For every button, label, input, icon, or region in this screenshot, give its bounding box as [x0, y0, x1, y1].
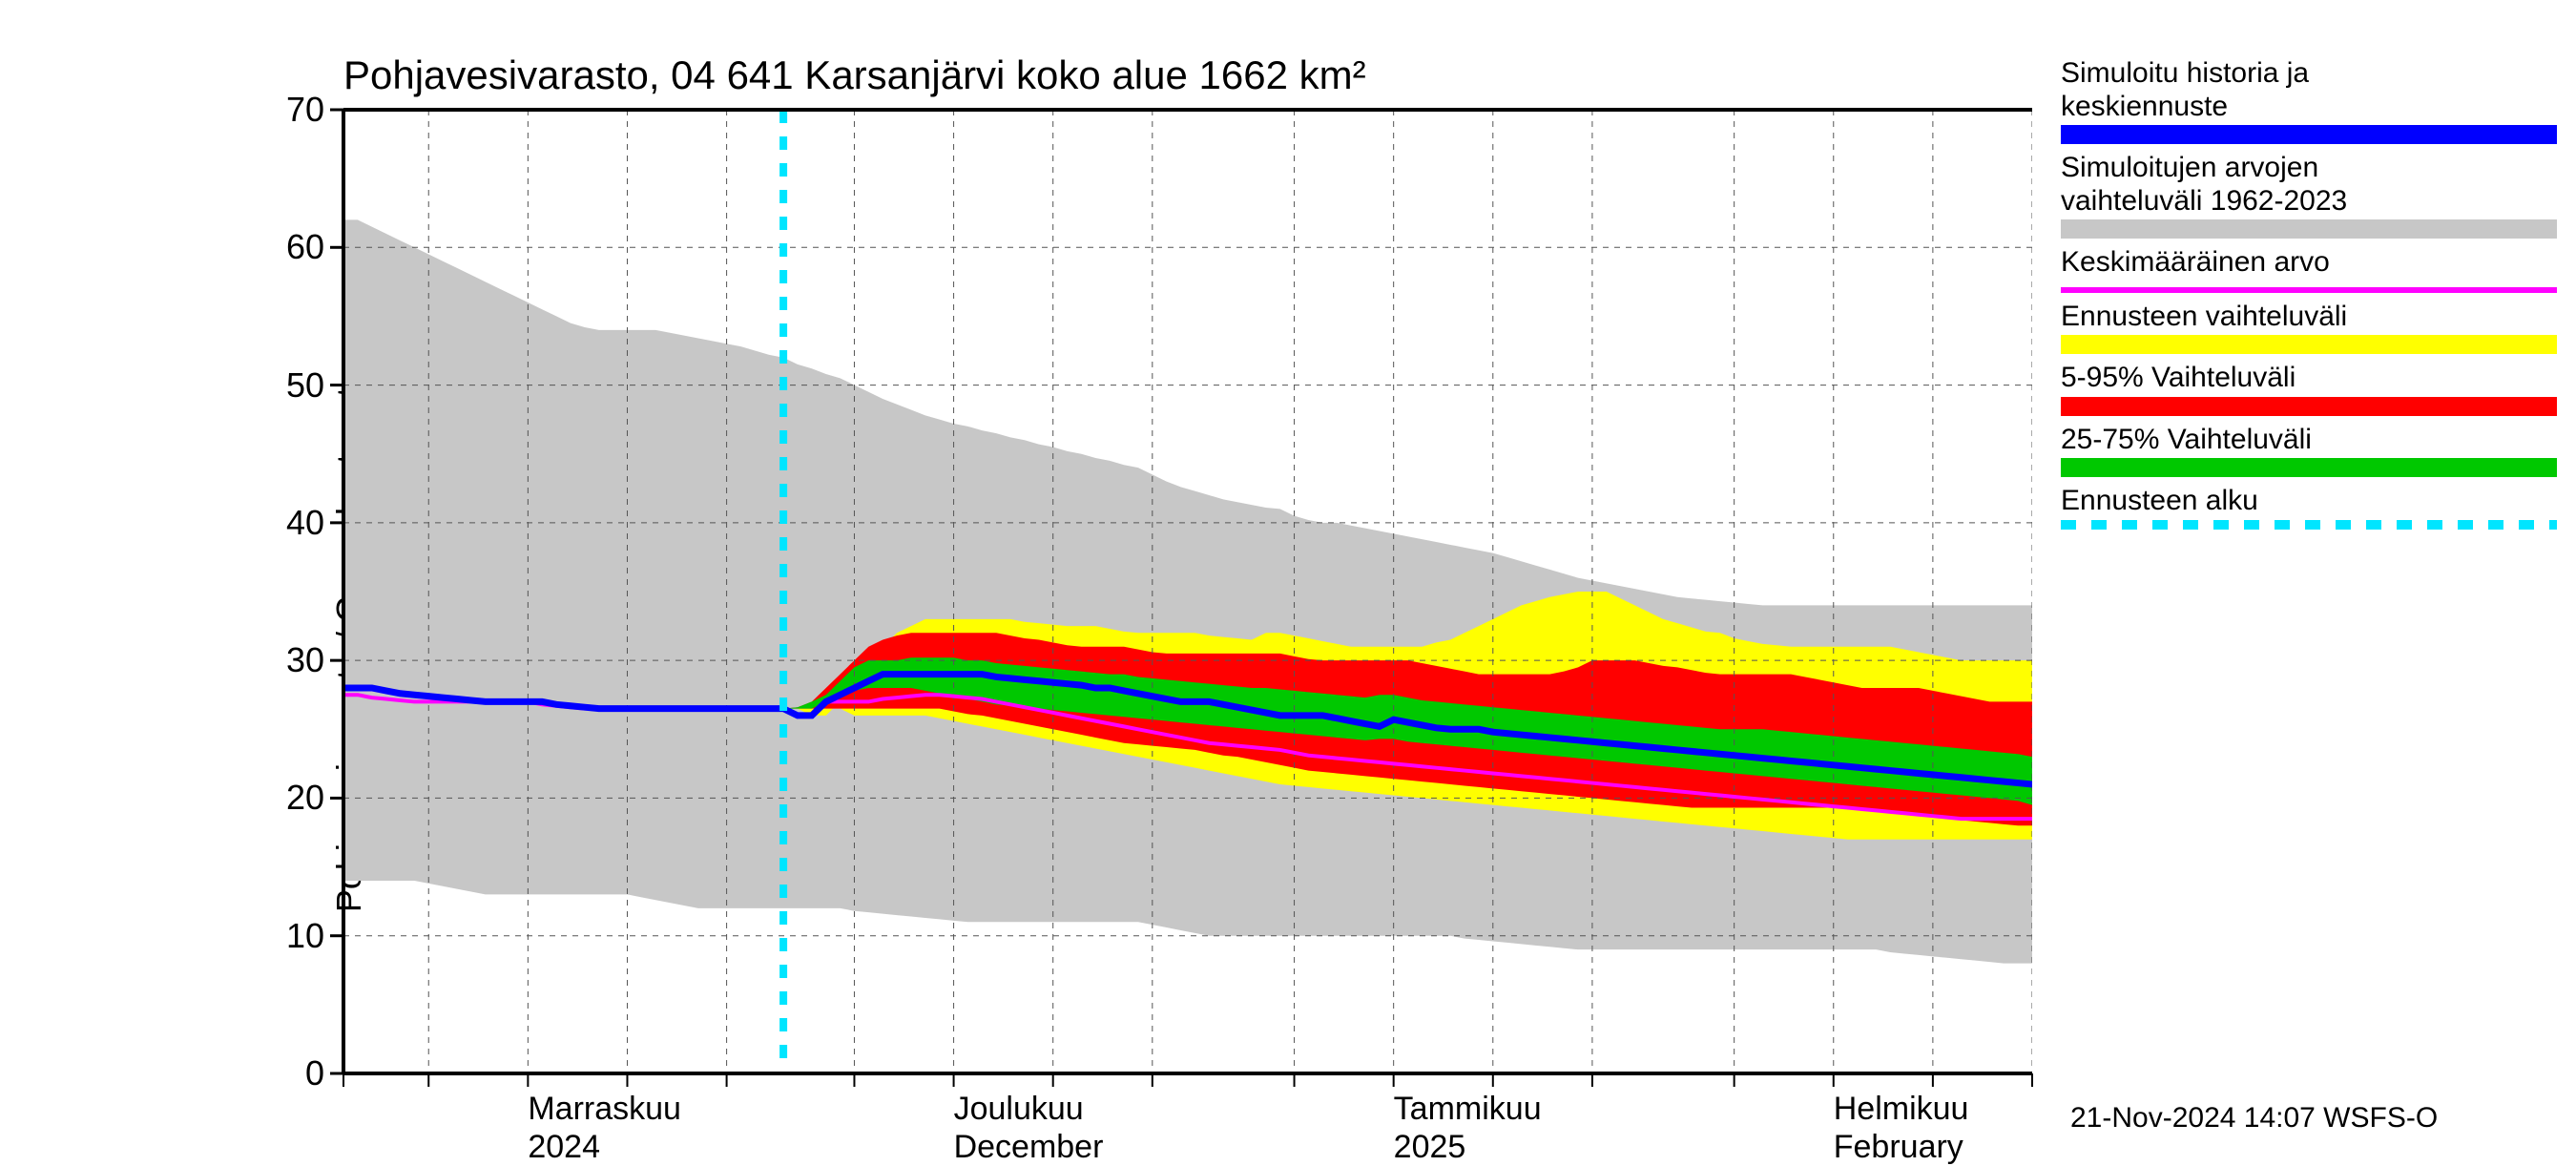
legend-item: Keskimääräinen arvo	[2061, 246, 2557, 293]
legend-item: 25-75% Vaihteluväli	[2061, 424, 2557, 478]
legend-item: Simuloitu historia jakeskiennuste	[2061, 57, 2557, 144]
legend: Simuloitu historia jakeskiennusteSimuloi…	[2061, 57, 2557, 537]
timestamp-label: 21-Nov-2024 14:07 WSFS-O	[2070, 1102, 2438, 1135]
page: Pohjavesivarasto / Groundwater storage m…	[0, 0, 2576, 1145]
legend-swatch	[2061, 335, 2557, 354]
legend-item-text: keskiennuste	[2061, 91, 2557, 124]
legend-item-text: Simuloitu historia ja	[2061, 57, 2557, 91]
legend-swatch	[2061, 125, 2557, 144]
legend-swatch	[2061, 397, 2557, 416]
legend-item: 5-95% Vaihteluväli	[2061, 362, 2557, 416]
legend-swatch	[2061, 520, 2557, 530]
legend-item: Ennusteen alku	[2061, 485, 2557, 530]
legend-item-text: Simuloitujen arvojen	[2061, 152, 2557, 185]
legend-swatch	[2061, 458, 2557, 477]
legend-item-text: vaihteluväli 1962-2023	[2061, 185, 2557, 219]
legend-item: Ennusteen vaihteluväli	[2061, 301, 2557, 355]
x-month-label-sub: 2025	[1394, 1129, 1466, 1166]
x-month-label-sub: December	[954, 1129, 1104, 1166]
plot-area	[0, 0, 2061, 1102]
legend-item-text: 25-75% Vaihteluväli	[2061, 424, 2557, 457]
history-band	[343, 219, 2032, 963]
legend-item-text: 5-95% Vaihteluväli	[2061, 362, 2557, 395]
legend-item-text: Ennusteen vaihteluväli	[2061, 301, 2557, 334]
x-month-label-sub: 2024	[528, 1129, 600, 1166]
legend-item-text: Ennusteen alku	[2061, 485, 2557, 518]
legend-item: Simuloitujen arvojenvaihteluväli 1962-20…	[2061, 152, 2557, 239]
x-month-label-sub: February	[1834, 1129, 1963, 1166]
legend-swatch	[2061, 219, 2557, 239]
legend-item-text: Keskimääräinen arvo	[2061, 246, 2557, 280]
legend-swatch	[2061, 287, 2557, 293]
